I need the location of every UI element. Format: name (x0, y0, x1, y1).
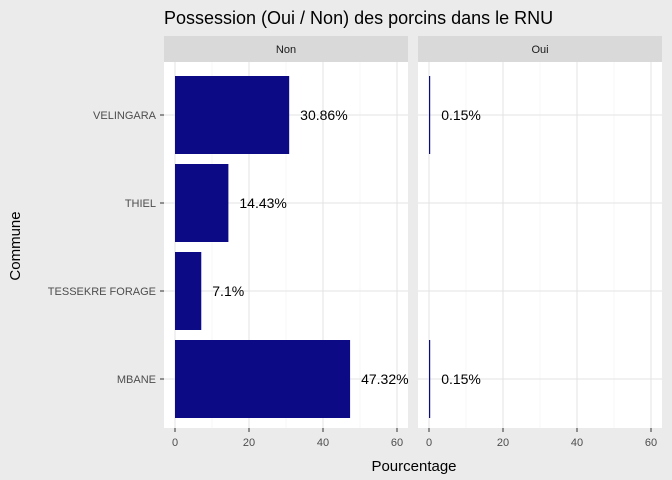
facet-panels: Non 0 20 40 60 30.86% 14.43% 7.1% 47.32% Oui 0 20 40… (164, 36, 662, 449)
x-tick-label: 60 (391, 437, 403, 449)
facet-strip-label: Non (276, 44, 296, 56)
x-tick-label: 0 (426, 437, 432, 449)
y-axis: VELINGARA THIEL TESSEKRE FORAGE MBANE (48, 110, 164, 386)
y-tick-label: THIEL (125, 198, 156, 210)
bar (175, 340, 351, 418)
x-tick-label: 0 (172, 437, 178, 449)
data-label: 30.86% (300, 107, 347, 123)
bar (175, 164, 229, 242)
facet-panel-non: Non 0 20 40 60 30.86% 14.43% 7.1% 47.32% (164, 36, 409, 449)
data-label: 14.43% (239, 195, 286, 211)
bar (429, 340, 431, 418)
x-tick-label: 40 (571, 437, 583, 449)
data-label: 47.32% (361, 371, 408, 387)
y-tick-label: VELINGARA (93, 110, 157, 122)
facet-strip (164, 36, 408, 62)
data-label: 0.15% (441, 371, 481, 387)
x-tick-label: 60 (645, 437, 657, 449)
data-label: 7.1% (212, 283, 244, 299)
data-label: 0.15% (441, 107, 481, 123)
x-tick-label: 40 (317, 437, 329, 449)
chart-title: Possession (Oui / Non) des porcins dans … (164, 8, 553, 28)
y-tick-label: MBANE (117, 374, 156, 386)
facet-strip-label: Oui (531, 44, 548, 56)
facet-strip (418, 36, 662, 62)
bar (175, 252, 202, 330)
x-tick-label: 20 (243, 437, 255, 449)
x-tick-label: 20 (497, 437, 509, 449)
x-axis-title: Pourcentage (371, 458, 456, 475)
bar (175, 76, 290, 154)
y-axis-title: Commune (7, 211, 24, 280)
y-tick-label: TESSEKRE FORAGE (48, 286, 156, 298)
bar (429, 76, 431, 154)
facet-panel-oui: Oui 0 20 40 60 0.15% 0.15% (418, 36, 662, 449)
